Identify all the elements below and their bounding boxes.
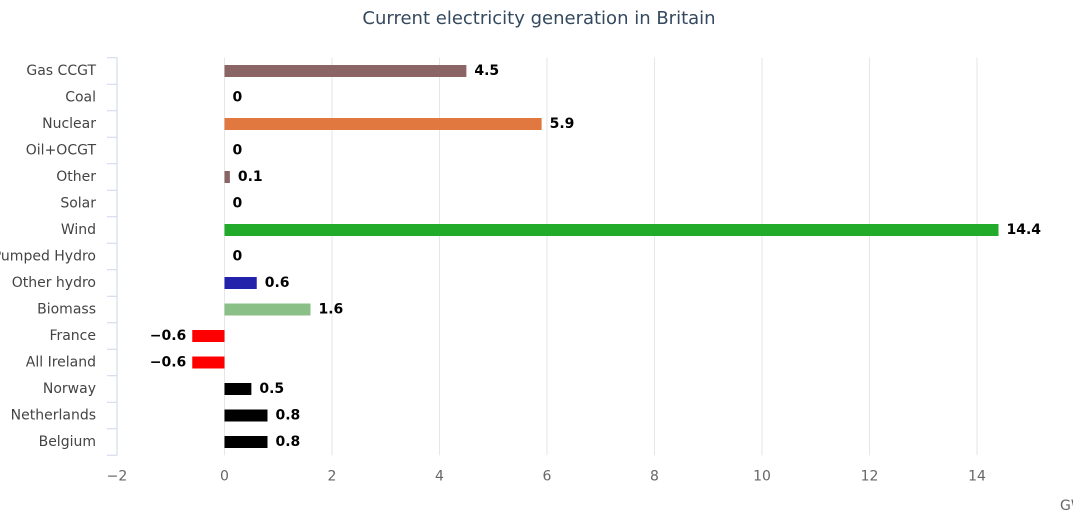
y-tick-label: Wind (61, 222, 96, 238)
y-tick-label: Oil+OCGT (26, 143, 97, 159)
x-tick-label: 8 (650, 468, 659, 484)
x-tick-label: 12 (861, 468, 879, 484)
data-label: 0 (233, 143, 243, 159)
x-tick-label: 10 (753, 468, 771, 484)
bar (224, 118, 542, 130)
y-tick-label: Gas CCGT (26, 63, 96, 79)
x-tick-label: 2 (328, 468, 337, 484)
x-tick-label: 14 (968, 468, 986, 484)
bar (224, 303, 311, 316)
bar (224, 383, 252, 395)
data-label: 0.1 (238, 169, 263, 185)
y-tick-label: All Ireland (26, 355, 96, 371)
y-tick-label: Solar (60, 196, 96, 212)
y-tick-label: Coal (65, 90, 96, 106)
bar (192, 356, 225, 369)
y-tick-label: Pumped Hydro (0, 249, 96, 265)
data-label: 0.5 (259, 381, 284, 397)
y-tick-label: Nuclear (42, 116, 96, 132)
x-tick-label: 0 (220, 468, 229, 484)
y-tick-label: Belgium (39, 434, 96, 450)
y-tick-label: Norway (43, 381, 96, 397)
chart-title: Current electricity generation in Britai… (362, 8, 715, 29)
x-tick-label: 4 (435, 468, 444, 484)
data-label: 5.9 (550, 116, 575, 132)
bar (224, 436, 268, 448)
data-label: 0.6 (265, 275, 290, 291)
data-label: 0 (233, 90, 243, 106)
data-label: 1.6 (319, 302, 344, 318)
data-label: 0 (233, 249, 243, 265)
y-tick-label: Biomass (37, 302, 96, 318)
y-tick-label: Other hydro (12, 275, 96, 291)
data-label: −0.6 (150, 328, 187, 344)
data-label: 14.4 (1007, 222, 1042, 238)
x-tick-label: 6 (543, 468, 552, 484)
bar (224, 171, 230, 183)
data-label: −0.6 (150, 355, 187, 371)
y-tick-label: Netherlands (11, 408, 96, 424)
x-axis-label: GW (1060, 498, 1073, 513)
bar (224, 409, 268, 422)
bar (224, 224, 999, 236)
bar (224, 65, 467, 77)
data-label: 0.8 (276, 434, 301, 450)
x-tick-label: −2 (107, 468, 128, 484)
data-label: 0.8 (276, 408, 301, 424)
data-label: 0 (233, 196, 243, 212)
data-label: 4.5 (474, 63, 499, 79)
bar (224, 277, 257, 289)
bar (192, 330, 225, 342)
y-tick-label: Other (56, 169, 96, 185)
y-tick-label: France (49, 328, 96, 344)
